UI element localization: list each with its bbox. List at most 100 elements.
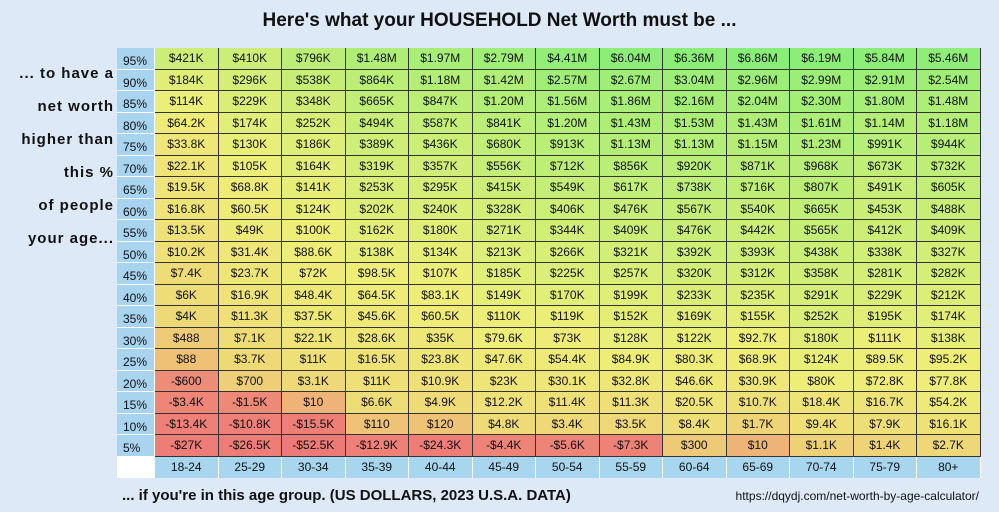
- net-worth-cell: $1.48M: [917, 91, 981, 113]
- net-worth-cell: $92.7K: [726, 327, 790, 349]
- net-worth-cell: $240K: [409, 198, 473, 220]
- net-worth-cell: $2.04M: [726, 91, 790, 113]
- net-worth-cell: $88.6K: [282, 241, 346, 263]
- net-worth-cell: $488: [155, 327, 219, 349]
- net-worth-cell: $152K: [599, 306, 663, 328]
- net-worth-cell: $16.5K: [345, 349, 409, 371]
- net-worth-cell: $540K: [726, 198, 790, 220]
- net-worth-cell: $319K: [345, 155, 409, 177]
- net-worth-cell: $229K: [218, 91, 282, 113]
- net-worth-cell: $6.04M: [599, 48, 663, 70]
- net-worth-cell: $712K: [536, 155, 600, 177]
- table: 95% $421K $410K $796K $1.48M $1.97M $2.79M $4.4…: [117, 48, 981, 478]
- net-worth-cell: $494K: [345, 112, 409, 134]
- net-worth-cell: $549K: [536, 177, 600, 199]
- net-worth-cell: $7.1K: [218, 327, 282, 349]
- net-worth-cell: $3.5K: [599, 413, 663, 435]
- net-worth-cell: $72.8K: [853, 370, 917, 392]
- net-worth-cell: -$27K: [155, 435, 219, 457]
- net-worth-cell: $120: [409, 413, 473, 435]
- net-worth-cell: $538K: [282, 69, 346, 91]
- percentile-label: 55%: [117, 220, 155, 242]
- net-worth-cell: $186K: [282, 134, 346, 156]
- net-worth-cell: $35K: [409, 327, 473, 349]
- net-worth-cell: $1.56M: [536, 91, 600, 113]
- net-worth-cell: $4.9K: [409, 392, 473, 414]
- net-worth-cell: $700: [218, 370, 282, 392]
- net-worth-cell: $30.9K: [726, 370, 790, 392]
- net-worth-cell: $281K: [853, 263, 917, 285]
- net-worth-cell: $291K: [790, 284, 854, 306]
- net-worth-cell: $23.7K: [218, 263, 282, 285]
- net-worth-cell: $565K: [790, 220, 854, 242]
- side-label-line: your age...: [27, 230, 114, 247]
- net-worth-cell: $54.2K: [917, 392, 981, 414]
- net-worth-cell: $23.8K: [409, 349, 473, 371]
- net-worth-cell: $212K: [917, 284, 981, 306]
- net-worth-cell: $32.8K: [599, 370, 663, 392]
- net-worth-cell: $252K: [282, 112, 346, 134]
- net-worth-cell: $266K: [536, 241, 600, 263]
- net-worth-cell: $1.1K: [790, 435, 854, 457]
- net-worth-cell: $1.42M: [472, 69, 536, 91]
- net-worth-cell: $83.1K: [409, 284, 473, 306]
- age-group-label: 80+: [917, 456, 981, 478]
- net-worth-cell: $11K: [282, 349, 346, 371]
- net-worth-cell: $716K: [726, 177, 790, 199]
- net-worth-cell: $84.9K: [599, 349, 663, 371]
- net-worth-cell: $19.5K: [155, 177, 219, 199]
- net-worth-cell: -$26.5K: [218, 435, 282, 457]
- net-worth-cell: $1.23M: [790, 134, 854, 156]
- net-worth-cell: $327K: [917, 241, 981, 263]
- net-worth-cell: $3.04M: [663, 69, 727, 91]
- net-worth-cell: $271K: [472, 220, 536, 242]
- net-worth-cell: $16.7K: [853, 392, 917, 414]
- net-worth-cell: $421K: [155, 48, 219, 70]
- net-worth-cell: $128K: [599, 327, 663, 349]
- net-worth-cell: $49K: [218, 220, 282, 242]
- net-worth-cell: $2.7K: [917, 435, 981, 457]
- net-worth-cell: $162K: [345, 220, 409, 242]
- net-worth-cell: $320K: [663, 263, 727, 285]
- net-worth-cell: $673K: [853, 155, 917, 177]
- net-worth-cell: $605K: [917, 177, 981, 199]
- age-group-label: 30-34: [282, 456, 346, 478]
- net-worth-cell: $10.9K: [409, 370, 473, 392]
- net-worth-cell: $114K: [155, 91, 219, 113]
- net-worth-cell: $10: [726, 435, 790, 457]
- age-group-label: 50-54: [536, 456, 600, 478]
- net-worth-cell: -$13.4K: [155, 413, 219, 435]
- side-label-line: this %: [63, 164, 114, 181]
- net-worth-cell: $328K: [472, 198, 536, 220]
- net-worth-cell: $16.1K: [917, 413, 981, 435]
- net-worth-cell: $10: [282, 392, 346, 414]
- percentile-label: 25%: [117, 349, 155, 371]
- net-worth-cell: $453K: [853, 198, 917, 220]
- net-worth-cell: $348K: [282, 91, 346, 113]
- net-worth-cell: $89.5K: [853, 349, 917, 371]
- net-worth-cell: $556K: [472, 155, 536, 177]
- net-worth-cell: $11.3K: [218, 306, 282, 328]
- net-worth-cell: $392K: [663, 241, 727, 263]
- net-worth-cell: $6.19M: [790, 48, 854, 70]
- net-worth-cell: $6.36M: [663, 48, 727, 70]
- net-worth-cell: $130K: [218, 134, 282, 156]
- net-worth-cell: -$52.5K: [282, 435, 346, 457]
- net-worth-cell: $184K: [155, 69, 219, 91]
- net-worth-cell: $8.4K: [663, 413, 727, 435]
- net-worth-cell: $124K: [282, 198, 346, 220]
- net-worth-cell: $10.2K: [155, 241, 219, 263]
- net-worth-cell: $23K: [472, 370, 536, 392]
- percentile-label: 50%: [117, 241, 155, 263]
- net-worth-cell: $913K: [536, 134, 600, 156]
- net-worth-cell: $138K: [917, 327, 981, 349]
- net-worth-cell: $296K: [218, 69, 282, 91]
- percentile-label: 95%: [117, 48, 155, 70]
- net-worth-cell: $7.9K: [853, 413, 917, 435]
- net-worth-cell: -$15.5K: [282, 413, 346, 435]
- percentile-label: 40%: [117, 284, 155, 306]
- net-worth-cell: $2.99M: [790, 69, 854, 91]
- net-worth-cell: $871K: [726, 155, 790, 177]
- net-worth-cell: $202K: [345, 198, 409, 220]
